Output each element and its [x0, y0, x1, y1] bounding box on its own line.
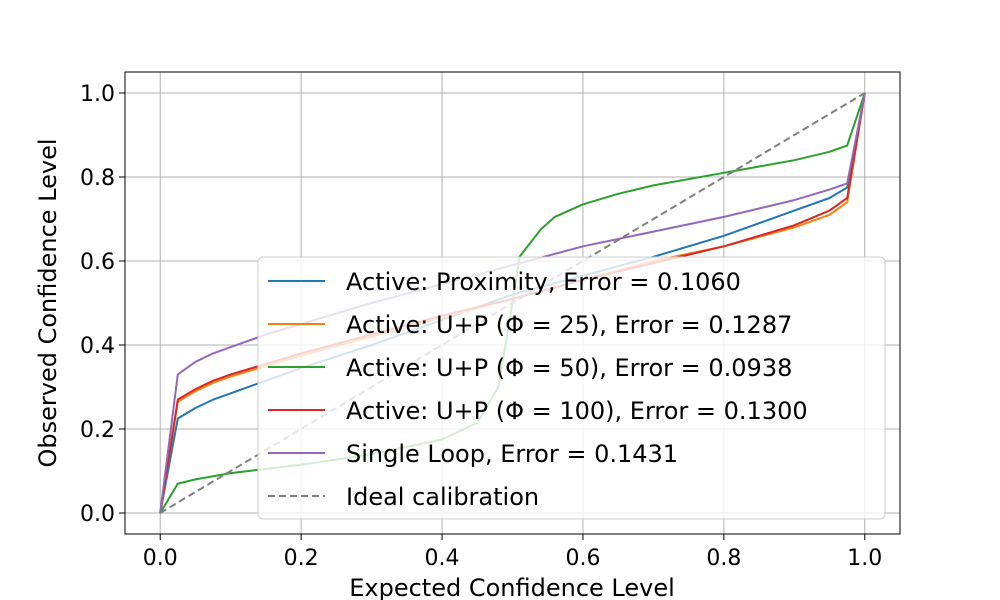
legend-label-1: Active: U+P (Φ = 25), Error = 0.1287 [346, 311, 792, 339]
legend: Active: Proximity, Error = 0.1060 Active:… [257, 256, 886, 520]
plot-frame [124, 71, 901, 535]
y-tick-label: 0.4 [80, 334, 115, 359]
y-tick-label: 0.8 [80, 166, 115, 191]
legend-label-4: Single Loop, Error = 0.1431 [346, 440, 678, 468]
legend-label-3: Active: U+P (Φ = 100), Error = 0.1300 [346, 397, 808, 425]
legend-label-0: Active: Proximity, Error = 0.1060 [346, 268, 741, 296]
x-tick-label: 0.6 [565, 546, 600, 571]
y-axis-label: Observed Confidence Level [34, 138, 62, 467]
legend-label-5: Ideal calibration [346, 483, 539, 511]
legend-box [257, 256, 886, 520]
y-axis-ticks: 0.0 0.2 0.4 0.6 0.8 1.0 [80, 82, 125, 527]
y-tick-label: 0.2 [80, 418, 115, 443]
y-tick-label: 0.0 [80, 502, 115, 527]
x-tick-label: 0.4 [425, 546, 460, 571]
x-tick-label: 0.0 [143, 546, 178, 571]
legend-label-2: Active: U+P (Φ = 50), Error = 0.0938 [346, 354, 792, 382]
x-tick-label: 1.0 [847, 546, 882, 571]
x-tick-label: 0.8 [706, 546, 741, 571]
x-axis-ticks: 0.0 0.2 0.4 0.6 0.8 1.0 [143, 534, 882, 571]
y-tick-label: 1.0 [80, 82, 115, 107]
y-tick-label: 0.6 [80, 250, 115, 275]
x-axis-label: Expected Confidence Level [349, 574, 675, 600]
x-tick-label: 0.2 [284, 546, 319, 571]
